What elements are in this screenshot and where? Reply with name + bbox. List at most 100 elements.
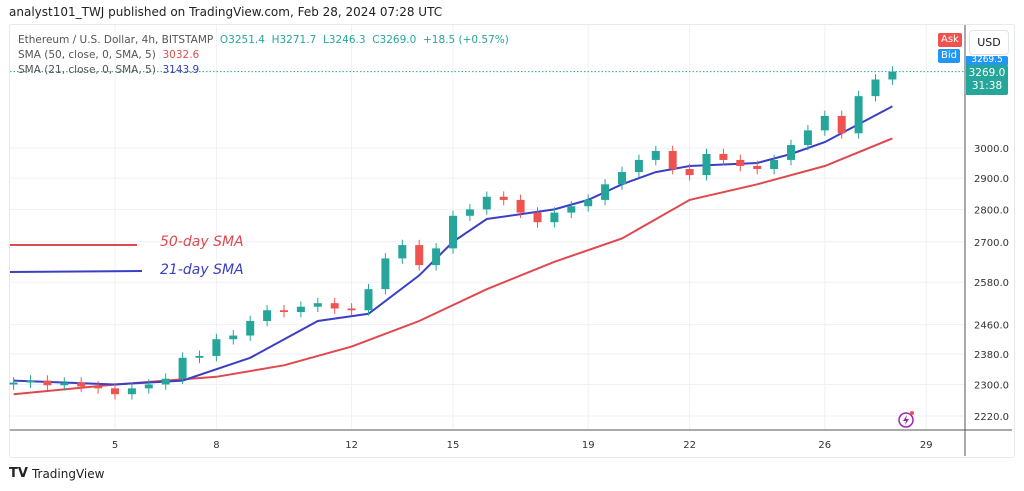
candle <box>246 315 255 341</box>
candle-body <box>584 199 593 207</box>
candle <box>229 330 238 345</box>
tradingview-logo[interactable]: 𝗧𝗩 TradingView <box>9 466 104 481</box>
candle <box>482 191 491 215</box>
candle <box>449 210 457 254</box>
ohlc-change: +18.5 (+0.57%) <box>422 34 509 46</box>
sma21-value: 3143.9 <box>162 64 200 76</box>
candle <box>651 145 660 166</box>
sma21-row[interactable]: SMA (21, close, 0, SMA, 5) 3143.9 <box>18 63 509 78</box>
candle <box>753 160 762 175</box>
candle <box>178 352 187 385</box>
candle <box>820 110 829 136</box>
candle <box>280 304 288 318</box>
candle <box>195 350 204 364</box>
candle-body <box>246 321 255 336</box>
candle <box>719 148 728 166</box>
chart-legend: Ethereum / U.S. Dollar, 4h, BITSTAMP O32… <box>18 33 509 78</box>
lightning-circle <box>898 412 914 428</box>
sma50-annotation: 50-day SMA <box>160 234 244 250</box>
candle-body <box>415 245 424 266</box>
candle <box>398 239 407 264</box>
symbol-row: Ethereum / U.S. Dollar, 4h, BITSTAMP O32… <box>18 33 509 48</box>
lightning-icon[interactable] <box>898 411 914 428</box>
candle-body <box>296 306 305 313</box>
candle <box>854 90 863 139</box>
sma50-row[interactable]: SMA (50, close, 0, SMA, 5) 3032.6 <box>18 48 509 63</box>
candle-body <box>702 153 711 176</box>
candle-body <box>601 184 610 200</box>
candle <box>60 377 69 391</box>
candle-body <box>178 357 187 379</box>
y-tick-label: 2800.0 <box>974 205 1009 216</box>
y-tick-label: 2580.0 <box>974 278 1009 289</box>
candle <box>685 163 694 181</box>
candle <box>499 191 508 206</box>
candle-body <box>9 382 18 385</box>
ohlc-open: O3251.4 <box>219 34 265 46</box>
candle <box>144 379 153 394</box>
candle-body <box>347 308 356 311</box>
sma50-label: SMA (50, close, 0, SMA, 5) <box>18 49 156 61</box>
candle-body <box>77 382 86 387</box>
candle-body <box>499 196 508 200</box>
candle-body <box>229 335 238 340</box>
candle-body <box>685 169 694 176</box>
candle-body <box>313 303 322 307</box>
candle <box>465 204 474 222</box>
candle-body <box>144 384 153 389</box>
y-tick-label: 2380.0 <box>974 350 1009 361</box>
candle-body <box>651 150 660 160</box>
candle-body <box>482 196 491 210</box>
candle-body <box>127 388 136 395</box>
candle-body <box>212 339 221 356</box>
last-price-label: 3269.0 31:38 <box>966 65 1008 95</box>
candle <box>803 125 812 151</box>
candle-body <box>719 153 728 160</box>
candle-body <box>449 215 457 249</box>
candle-body <box>330 303 339 309</box>
symbol-title[interactable]: Ethereum / U.S. Dollar, 4h, BITSTAMP <box>18 34 214 46</box>
candle-body <box>263 310 272 322</box>
x-tick-label: 22 <box>683 440 696 451</box>
candle <box>432 243 441 271</box>
chart-frame <box>9 24 1015 458</box>
candle-body <box>381 258 390 290</box>
y-tick-label: 2700.0 <box>974 238 1009 249</box>
y-tick-label: 2460.0 <box>974 321 1009 332</box>
candle <box>618 166 626 190</box>
candle <box>43 375 52 391</box>
candle <box>702 148 711 181</box>
candle-body <box>94 386 103 389</box>
candle-body <box>770 159 779 170</box>
candle <box>787 139 795 166</box>
candle <box>381 253 390 295</box>
currency-button[interactable]: USD <box>969 30 1009 55</box>
candle-body <box>161 378 170 385</box>
sma50-line <box>13 137 893 396</box>
candle <box>9 377 18 390</box>
candle <box>837 110 846 139</box>
candle-body <box>465 209 474 216</box>
candle-body <box>854 96 863 134</box>
ohlc-low: L3246.3 <box>322 34 366 46</box>
bid-tag[interactable]: Bid <box>938 49 960 63</box>
candle <box>111 383 119 400</box>
last-price: 3269.0 <box>968 67 1006 79</box>
candle <box>550 207 559 228</box>
ask-tag[interactable]: Ask <box>938 33 962 47</box>
candle <box>601 179 610 206</box>
candle <box>330 297 339 314</box>
candle <box>668 145 677 175</box>
candle-body <box>837 115 846 134</box>
x-tick-label: 19 <box>582 440 595 451</box>
bar-countdown: 31:38 <box>971 80 1003 92</box>
candle-body <box>803 130 812 146</box>
candle-body <box>634 159 643 173</box>
candle-body <box>195 355 204 358</box>
candle <box>94 381 103 394</box>
sma21-label: SMA (21, close, 0, SMA, 5) <box>18 64 156 76</box>
candle-body <box>398 245 407 259</box>
ohlc-close: C3269.0 <box>372 34 417 46</box>
candle <box>127 383 136 400</box>
